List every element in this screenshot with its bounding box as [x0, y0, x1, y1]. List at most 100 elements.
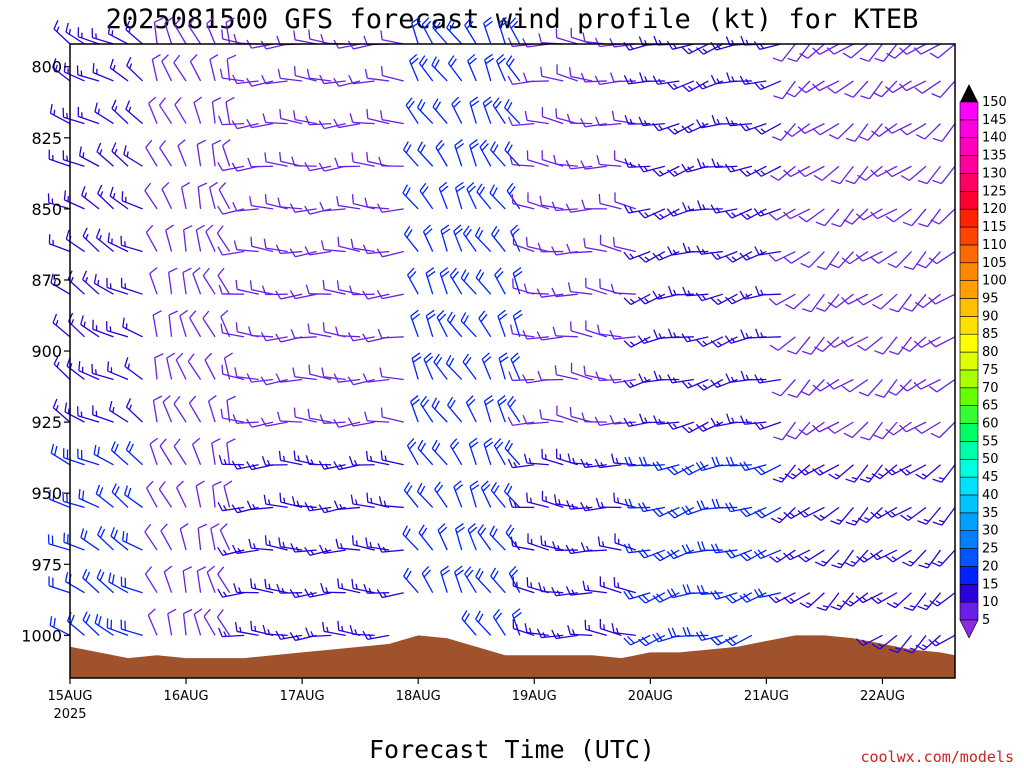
barb-flag: [540, 66, 543, 77]
barb-shaft: [571, 36, 593, 45]
barb-shaft: [323, 421, 346, 424]
barb-flag: [725, 638, 733, 647]
barb-shaft: [216, 616, 231, 636]
barb-flag: [514, 270, 523, 278]
wind-barb: [144, 566, 158, 594]
barb-half-flag: [355, 499, 358, 505]
wind-barb: [570, 321, 593, 338]
barb-shaft: [440, 571, 448, 593]
wind-barb: [226, 438, 236, 465]
barb-flag: [364, 68, 368, 79]
barb-shaft: [475, 235, 492, 252]
wind-barb: [697, 541, 723, 552]
barb-shaft: [921, 80, 941, 94]
barb-shaft: [570, 290, 593, 295]
barb-flag: [656, 507, 664, 516]
wind-barb: [831, 208, 854, 228]
barb-shaft: [338, 334, 361, 338]
barb-flag: [656, 551, 665, 560]
wind-barb: [80, 315, 100, 338]
barb-shaft: [491, 233, 506, 252]
barb-flag: [182, 267, 192, 273]
barb-flag: [405, 187, 411, 197]
wind-barb: [250, 578, 274, 594]
wind-barb: [497, 395, 507, 423]
barb-flag: [567, 453, 572, 463]
barb-shaft: [95, 493, 114, 508]
wind-barb: [489, 525, 506, 551]
wind-barb: [859, 43, 883, 62]
barb-half-flag: [384, 455, 387, 461]
wind-barb: [290, 543, 317, 553]
wind-barb: [787, 379, 811, 398]
wind-barb: [498, 16, 509, 45]
barb-flag: [932, 478, 942, 483]
wind-barb: [292, 367, 317, 381]
wind-barb: [235, 279, 259, 295]
barb-flag: [319, 544, 325, 554]
barb-shaft: [144, 190, 158, 210]
wind-barb: [874, 379, 898, 398]
barb-flag: [433, 353, 440, 363]
barb-flag: [53, 617, 56, 628]
wind-barb: [537, 370, 564, 381]
wind-barb: [49, 616, 71, 636]
barb-half-flag: [865, 476, 872, 480]
barb-half-flag: [111, 30, 114, 36]
wind-barb: [753, 41, 782, 51]
barb-flag: [467, 53, 476, 62]
barb-flag: [580, 502, 586, 512]
barb-flag: [305, 627, 310, 637]
wind-barb: [153, 17, 164, 45]
barb-shaft: [920, 378, 941, 390]
barb-flag: [510, 324, 514, 335]
barb-shaft: [512, 378, 535, 382]
wind-barb: [377, 203, 404, 213]
barb-flag: [685, 465, 693, 474]
barb-flag: [928, 257, 938, 265]
wind-barb: [425, 309, 436, 338]
wind-barb: [417, 141, 434, 167]
wind-barb: [466, 181, 477, 210]
barb-flag: [493, 229, 500, 238]
barb-half-flag: [760, 289, 764, 296]
barb-flag: [377, 543, 383, 553]
barb-flag: [82, 568, 88, 579]
colorbar-bin: [959, 316, 979, 335]
barb-shaft: [585, 374, 607, 381]
wind-barb: [416, 482, 434, 508]
barb-shaft: [212, 485, 216, 508]
barb-flag: [226, 438, 236, 444]
wind-barb: [831, 549, 854, 569]
barb-shaft: [367, 378, 390, 383]
barb-shaft: [862, 293, 883, 306]
barb-shaft: [795, 43, 811, 62]
wind-barb: [828, 123, 854, 140]
barb-flag: [289, 203, 296, 213]
barb-half-flag: [759, 423, 765, 429]
barb-half-flag: [310, 591, 315, 597]
y-tick-label: 1000: [21, 626, 62, 645]
barb-flag: [52, 491, 55, 501]
barb-flag: [161, 181, 170, 190]
barb-shaft: [236, 208, 259, 212]
wind-barb: [536, 331, 564, 341]
barb-flag: [431, 56, 437, 66]
barb-shaft: [149, 273, 158, 295]
barb-shaft: [818, 421, 840, 433]
wind-barb: [64, 402, 85, 423]
barb-flag: [177, 139, 186, 147]
barb-flag: [509, 399, 517, 408]
barb-flag: [886, 52, 896, 59]
wind-barb: [319, 74, 346, 85]
barb-flag: [710, 297, 719, 305]
x-tick-label: 17AUG: [280, 689, 325, 704]
barb-shaft: [868, 80, 883, 100]
barb-flag: [740, 370, 746, 381]
wind-barb: [609, 330, 636, 340]
wind-barb: [598, 193, 622, 210]
barb-flag: [289, 248, 296, 258]
barb-flag: [347, 376, 354, 386]
barb-shaft: [796, 379, 811, 398]
barb-flag: [480, 480, 489, 489]
